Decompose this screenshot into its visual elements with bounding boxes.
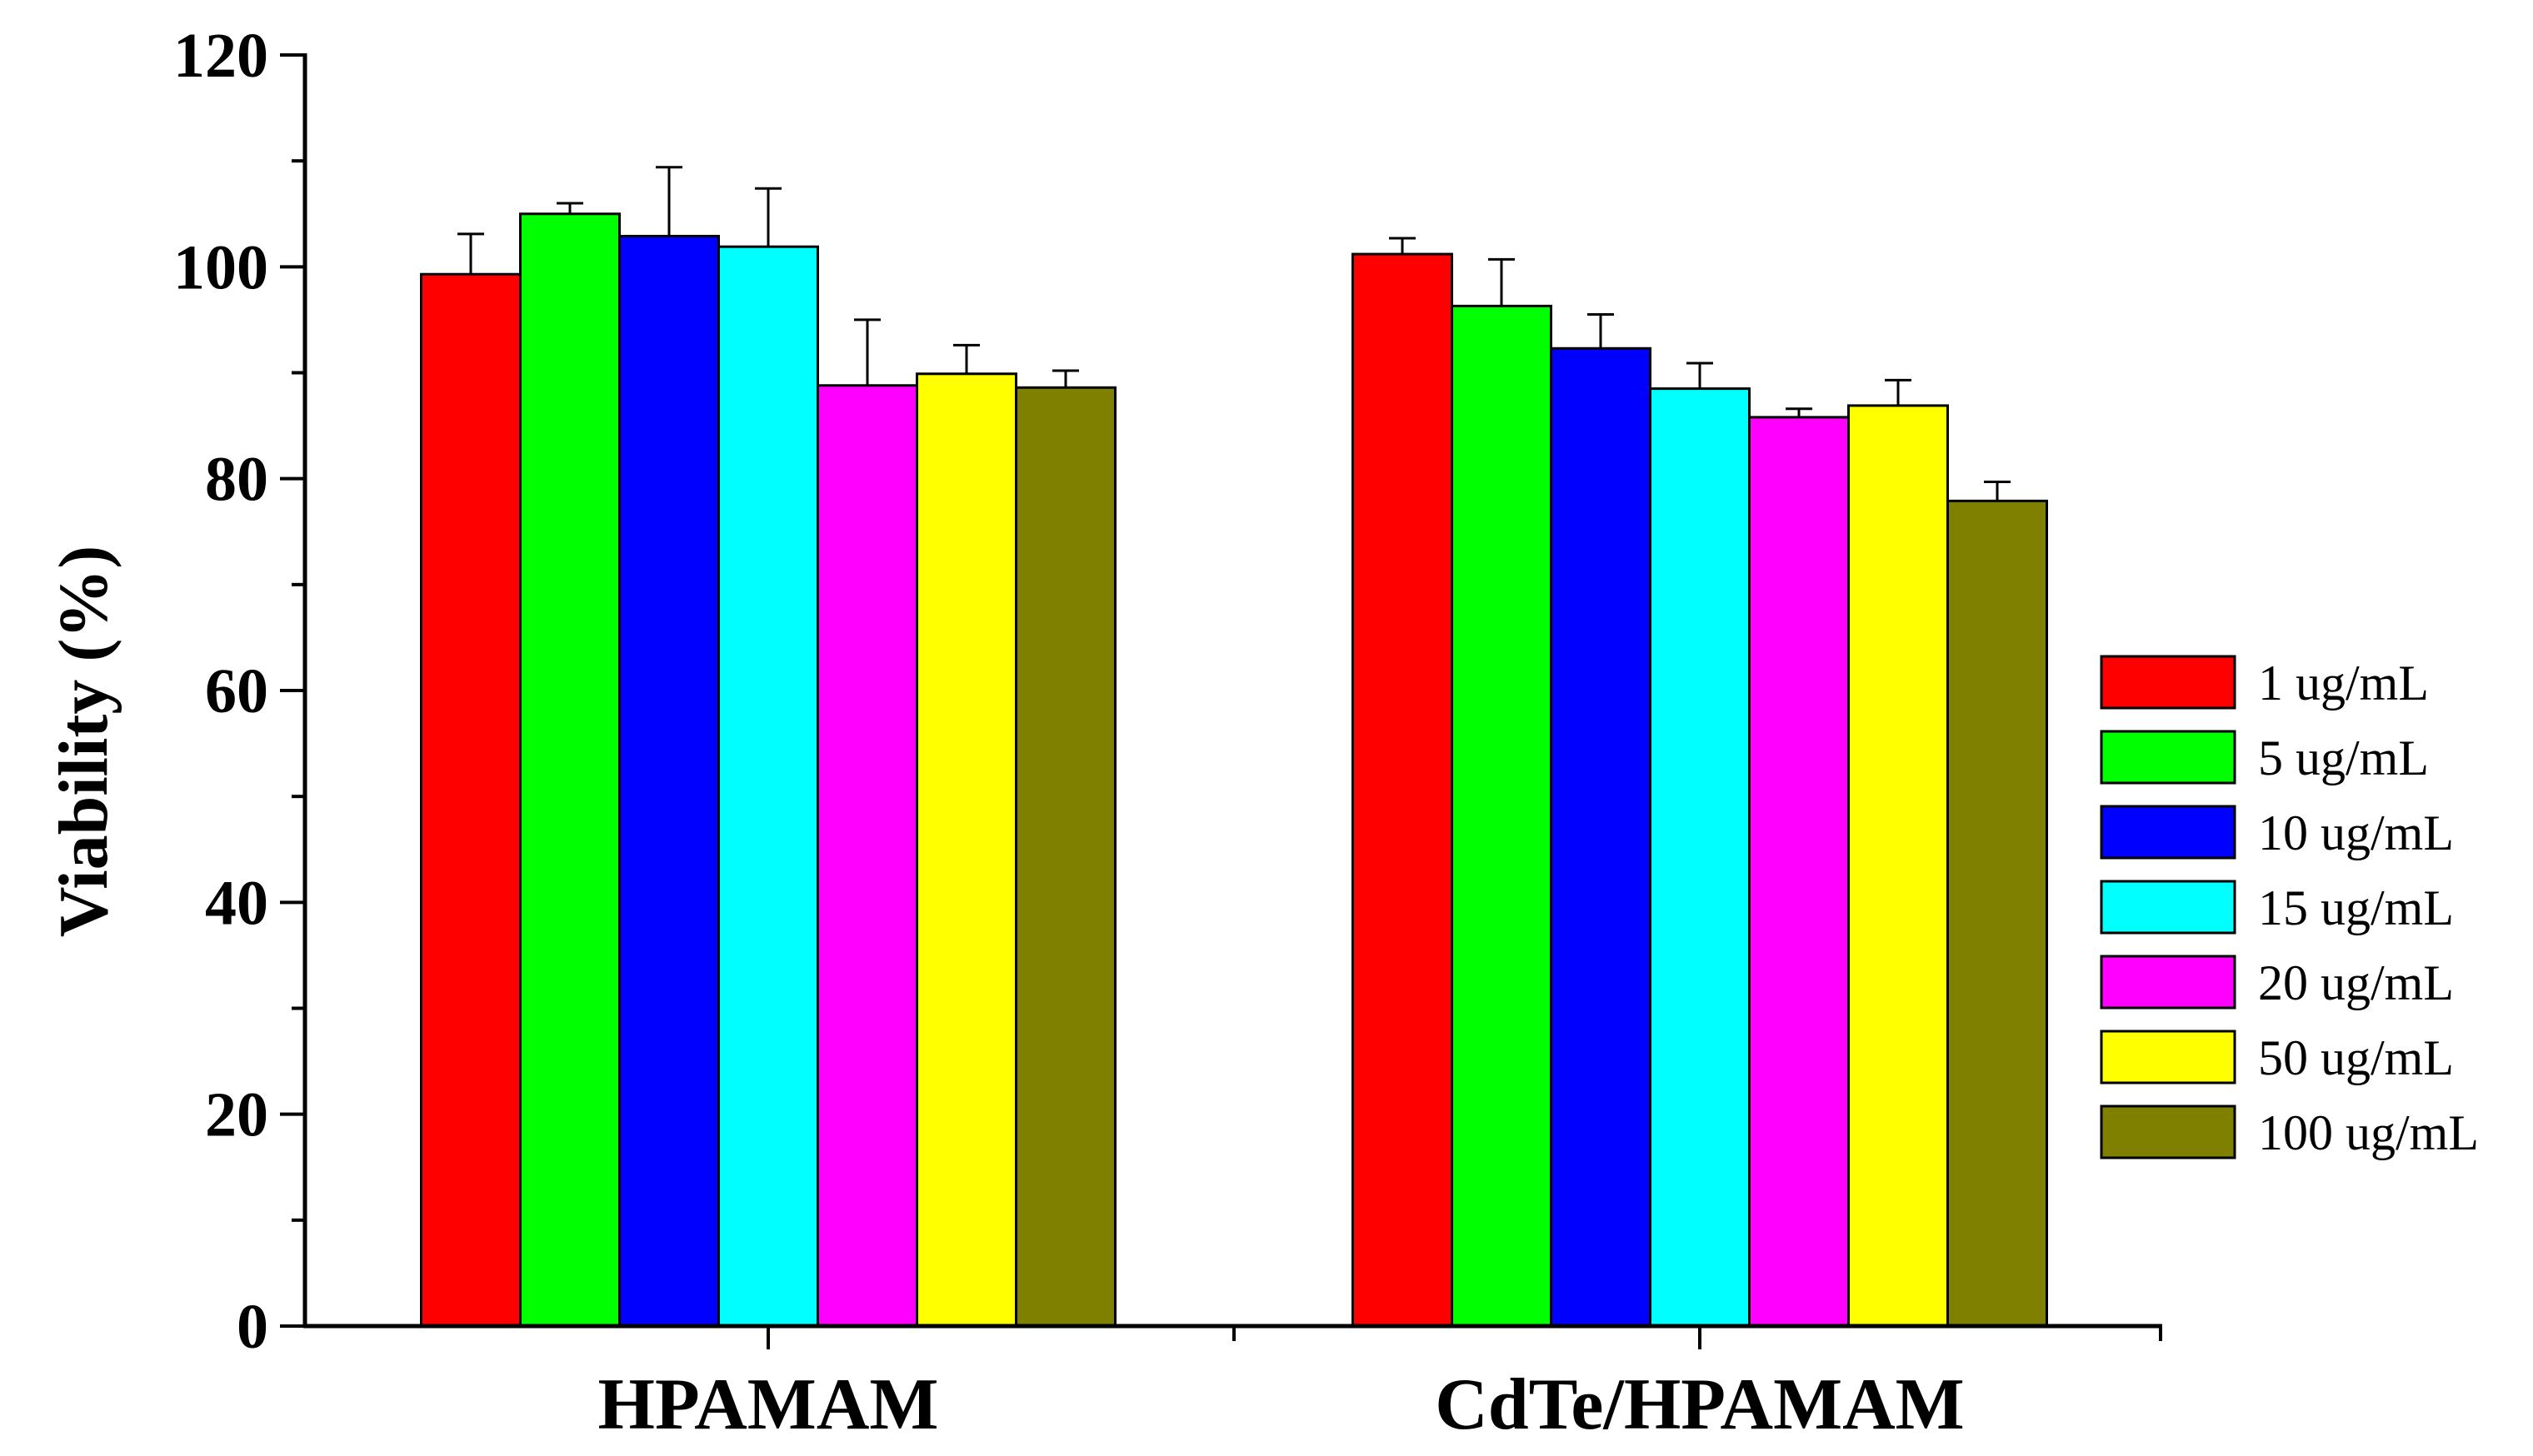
x-category-label: CdTe/HPAMAM: [1435, 1364, 1965, 1445]
y-tick-label: 20: [205, 1080, 268, 1150]
y-tick-label: 80: [205, 445, 268, 515]
bar-hpamam-2: [519, 212, 621, 1328]
bar-cdte-hpamam-7: [1946, 499, 2048, 1328]
bar-hpamam-7: [1015, 386, 1117, 1328]
legend-label: 10 ug/mL: [2258, 805, 2454, 860]
y-tick-label: 60: [205, 656, 268, 726]
bar-hpamam-4: [717, 245, 819, 1328]
legend-swatch: [2100, 805, 2236, 860]
bar-cdte-hpamam-3: [1550, 347, 1651, 1328]
y-tick-label: 120: [173, 21, 268, 91]
bar-cdte-hpamam-6: [1847, 404, 1949, 1328]
error-bars-layer: [457, 166, 2011, 501]
legend-swatch: [2100, 880, 2236, 935]
y-axis-label: Viability (%): [45, 546, 122, 938]
legend-swatch: [2100, 730, 2236, 785]
bar-cdte-hpamam-1: [1351, 252, 1453, 1328]
legend-label: 1 ug/mL: [2258, 656, 2429, 711]
bar-hpamam-5: [817, 384, 918, 1328]
y-tick-label: 40: [205, 868, 268, 938]
legend-label: 50 ug/mL: [2258, 1030, 2454, 1085]
bar-cdte-hpamam-2: [1451, 304, 1552, 1328]
axes-layer: HPAMAM CdTe/HPAMAM 0 20 40 60 80 100 120: [173, 21, 2162, 1445]
legend: 1 ug/mL 5 ug/mL 10 ug/mL 15 ug/mL 20 ug/mL 50…: [2100, 655, 2479, 1160]
bar-cdte-hpamam-5: [1748, 416, 1850, 1328]
legend-swatch: [2100, 655, 2236, 710]
bar-cdte-hpamam-4: [1649, 387, 1751, 1328]
legend-swatch: [2100, 1030, 2236, 1085]
legend-swatch: [2100, 955, 2236, 1010]
bar-hpamam-3: [618, 234, 720, 1328]
y-tick-label: 0: [237, 1292, 268, 1362]
legend-swatch: [2100, 1104, 2236, 1159]
bars-layer: [420, 212, 2048, 1328]
x-category-label: HPAMAM: [598, 1364, 939, 1445]
legend-label: 100 ug/mL: [2258, 1105, 2479, 1160]
legend-label: 20 ug/mL: [2258, 955, 2454, 1010]
y-tick-label: 100: [173, 232, 268, 302]
bar-hpamam-6: [916, 372, 1017, 1328]
bar-hpamam-1: [420, 272, 522, 1328]
legend-label: 5 ug/mL: [2258, 730, 2429, 785]
legend-label: 15 ug/mL: [2258, 880, 2454, 935]
